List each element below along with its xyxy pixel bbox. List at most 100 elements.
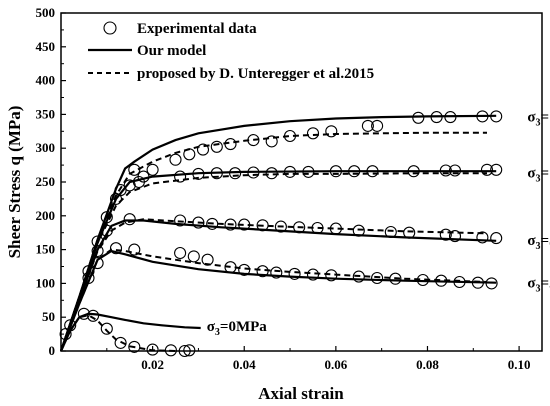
- annotation-sigma3-100mpa: σ3=100MPa: [527, 166, 550, 185]
- exp-point-50mpa: [352, 224, 365, 237]
- exp-point-100mpa: [210, 167, 223, 180]
- exp-point-150mpa: [210, 140, 223, 153]
- model-curve-25mpa: [59, 249, 497, 352]
- exp-point-25mpa: [109, 242, 123, 255]
- exp-point-150mpa: [490, 110, 503, 123]
- annotation-sigma3-150mpa: σ3=150MPa: [527, 109, 550, 128]
- exp-point-150mpa: [146, 163, 159, 176]
- model-curve-100mpa: [59, 170, 497, 352]
- experimental-points: [59, 110, 503, 358]
- exp-point-25mpa: [389, 272, 402, 285]
- exp-point-100mpa: [91, 235, 104, 248]
- y-axis: 0 50 100 150 200 250 300 350 400 450 500: [36, 5, 66, 358]
- legend-marker-experimental: [103, 21, 117, 35]
- exp-point-50mpa: [206, 217, 219, 230]
- exp-point-25mpa: [453, 275, 466, 289]
- exp-point-50mpa: [384, 225, 397, 239]
- exp-point-25mpa: [471, 276, 484, 289]
- exp-point-25mpa: [256, 265, 269, 278]
- exp-point-50mpa: [224, 218, 237, 231]
- exp-point-100mpa: [283, 165, 297, 178]
- exp-point-150mpa: [247, 134, 260, 147]
- exp-point-25mpa: [91, 257, 104, 270]
- exp-point-150mpa: [196, 143, 210, 156]
- exp-point-25mpa: [371, 271, 384, 285]
- exp-point-50mpa: [448, 230, 462, 243]
- confining-annotations: σ3=150MPa σ3=100MPa σ3=50MPa σ3=25MPa σ3=0MP…: [207, 109, 550, 338]
- model-curve-0mpa: [59, 312, 201, 352]
- exp-point-150mpa: [183, 148, 196, 161]
- exp-point-0mpa: [128, 340, 141, 353]
- exp-point-25mpa: [224, 261, 237, 274]
- exp-point-25mpa: [238, 263, 251, 276]
- exp-point-150mpa: [306, 127, 320, 140]
- exp-point-50mpa: [403, 226, 416, 239]
- legend-label-unteregger: proposed by D. Unteregger et al.2015: [137, 66, 374, 82]
- exp-point-0mpa: [64, 319, 77, 332]
- x-tick-label-0.08: 0.08: [416, 357, 439, 372]
- exp-point-150mpa: [325, 125, 338, 138]
- exp-point-100mpa: [265, 167, 278, 180]
- unteregger-curve-100mpa: [60, 172, 487, 352]
- exp-point-50mpa: [82, 265, 95, 278]
- exp-point-25mpa: [435, 274, 448, 287]
- exp-point-150mpa: [283, 129, 297, 143]
- exp-point-25mpa: [288, 267, 301, 280]
- exp-point-100mpa: [348, 165, 361, 178]
- exp-point-150mpa: [476, 110, 489, 123]
- exp-point-100mpa: [480, 163, 494, 176]
- exp-point-150mpa: [128, 163, 141, 176]
- legend-label-experimental: Experimental data: [137, 21, 257, 37]
- exp-point-100mpa: [229, 167, 242, 180]
- exp-point-25mpa: [128, 243, 141, 256]
- exp-point-100mpa: [490, 163, 503, 176]
- exp-point-50mpa: [476, 231, 489, 244]
- exp-point-25mpa: [352, 270, 365, 283]
- exp-point-100mpa: [448, 164, 462, 177]
- x-tick-label-0.06: 0.06: [324, 357, 347, 372]
- exp-point-150mpa: [412, 111, 425, 124]
- y-tick-label-150: 150: [36, 242, 56, 257]
- exp-point-0mpa: [164, 344, 177, 357]
- exp-point-150mpa: [371, 119, 384, 132]
- exp-point-50mpa: [174, 214, 187, 227]
- exp-point-100mpa: [100, 211, 113, 224]
- exp-point-100mpa: [174, 170, 187, 183]
- x-axis-title: Axial strain: [258, 384, 344, 403]
- exp-point-0mpa: [114, 336, 127, 349]
- exp-point-100mpa: [329, 165, 342, 178]
- exp-point-25mpa: [306, 268, 320, 281]
- x-axis: 0.02 0.04 0.06 0.08 0.10: [106, 346, 530, 372]
- y-tick-label-100: 100: [36, 275, 56, 290]
- x-tick-label-0.04: 0.04: [233, 357, 256, 372]
- y-tick-label-200: 200: [36, 208, 56, 223]
- y-tick-label-300: 300: [36, 140, 56, 155]
- exp-point-100mpa: [439, 164, 452, 177]
- annotation-sigma3-0mpa: σ3=0MPa: [207, 319, 268, 338]
- y-tick-label-450: 450: [36, 39, 56, 54]
- exp-point-50mpa: [329, 222, 342, 235]
- exp-point-100mpa: [407, 165, 420, 178]
- exp-point-25mpa: [201, 253, 214, 266]
- exp-point-50mpa: [274, 220, 287, 233]
- y-tick-label-250: 250: [36, 174, 56, 189]
- exp-point-25mpa: [485, 277, 498, 290]
- y-axis-title: Sheer Stress q (MPa): [5, 106, 24, 259]
- exp-point-50mpa: [91, 244, 104, 258]
- exp-point-100mpa: [132, 175, 145, 189]
- exp-point-50mpa: [293, 221, 306, 234]
- exp-point-150mpa: [224, 138, 237, 151]
- exp-point-50mpa: [100, 224, 113, 237]
- unteregger-curve-150mpa: [60, 131, 487, 352]
- legend-label-model: Our model: [137, 43, 206, 59]
- exp-point-25mpa: [82, 271, 95, 285]
- exp-point-50mpa: [192, 216, 205, 229]
- annotation-sigma3-50mpa: σ3=50MPa: [527, 233, 550, 252]
- exp-point-25mpa: [174, 246, 187, 260]
- exp-point-150mpa: [169, 153, 182, 166]
- exp-point-50mpa: [256, 219, 269, 232]
- exp-point-0mpa: [87, 309, 100, 322]
- exp-point-150mpa: [265, 135, 278, 148]
- y-tick-label-350: 350: [36, 106, 56, 121]
